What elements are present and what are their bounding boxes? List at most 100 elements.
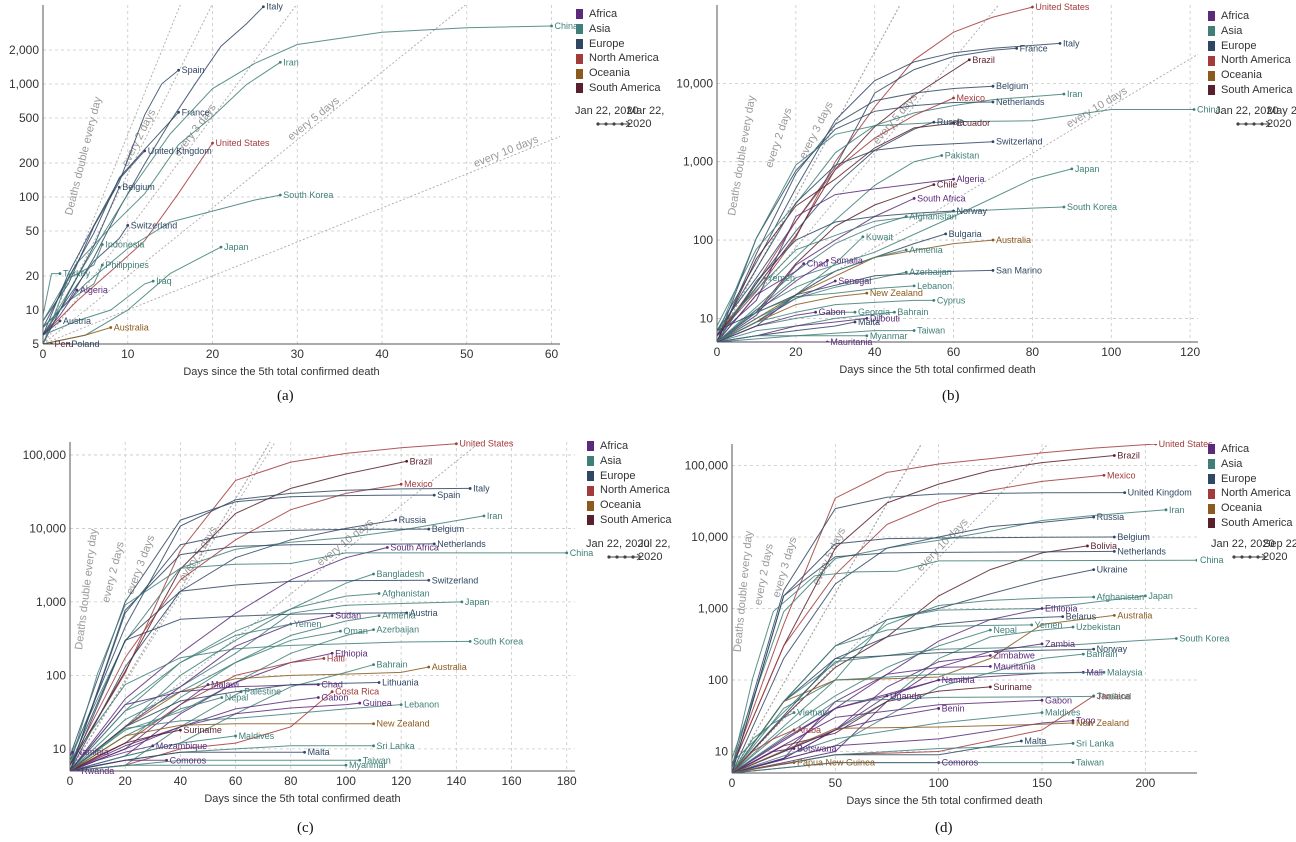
series-label: Chad <box>807 259 829 269</box>
date-end: Jul 22, 2020 <box>638 538 671 563</box>
series-line <box>717 178 954 337</box>
series-end-point <box>944 232 948 236</box>
slider-track[interactable] <box>595 119 631 129</box>
series-end-point <box>165 758 168 762</box>
series-label: Japan <box>224 242 249 252</box>
series-label: Switzerland <box>432 575 479 585</box>
series-line <box>717 85 994 342</box>
series-line <box>732 509 1167 759</box>
series-end-point <box>405 459 409 463</box>
series-end-point <box>1040 698 1044 702</box>
series-label: South Korea <box>473 636 523 646</box>
legend-swatch <box>1208 85 1215 96</box>
legend-swatch <box>576 53 583 64</box>
y-tick-label: 5 <box>32 337 39 351</box>
series-label: Jamaica <box>1097 691 1131 701</box>
series-line <box>70 528 429 771</box>
series-end-point <box>1154 444 1158 446</box>
series-label: United Kingdom <box>148 146 212 156</box>
series-line <box>70 601 462 771</box>
series-label: Netherlands <box>1117 546 1166 556</box>
series-label: Belgium <box>996 81 1029 91</box>
slider-track[interactable] <box>606 552 642 562</box>
series-label: Norway <box>1097 644 1128 654</box>
x-tick-label: 60 <box>229 774 243 788</box>
series-end-point <box>988 628 992 632</box>
legend-b: Africa Asia Europe North America Oceania… <box>1208 9 1293 98</box>
y-tick-label: 100,000 <box>23 448 67 462</box>
legend-item-africa: Africa <box>1208 9 1293 24</box>
series-end-point <box>151 279 155 283</box>
series-end-point <box>1058 41 1062 45</box>
series-line <box>717 168 1072 342</box>
legend-item-north-america: North America <box>1208 53 1293 68</box>
date-range-slider-d[interactable]: Jan 22, 2020 Sep 22, 2020 <box>1211 538 1296 578</box>
series-line <box>70 640 471 761</box>
legend-swatch <box>576 68 583 79</box>
series-end-point <box>1092 694 1096 698</box>
series-line <box>732 720 1074 773</box>
series-label: Zimbabwe <box>993 651 1035 661</box>
series-line <box>70 443 457 766</box>
series-line <box>732 748 795 773</box>
series-line <box>717 271 907 342</box>
series-label: Nepal <box>993 625 1017 635</box>
series-label: South Korea <box>1067 202 1117 212</box>
y-tick-label: 10 <box>700 311 714 325</box>
series-end-point <box>427 578 431 582</box>
series-line <box>70 745 153 771</box>
legend-swatch <box>576 9 583 20</box>
series-end-point <box>792 761 796 764</box>
series-end-point <box>219 245 223 249</box>
series-end-point <box>1040 607 1044 610</box>
slider-track[interactable] <box>1231 552 1267 562</box>
date-range-slider-b[interactable]: Jan 22, 2020 May 22, 2020 <box>1215 105 1296 145</box>
series-end-point <box>1040 711 1044 714</box>
y-tick-label: 1,000 <box>9 77 39 91</box>
series-label: Bolivia <box>1090 541 1117 551</box>
series-line <box>70 543 435 771</box>
series-end-point <box>1071 721 1075 725</box>
series-label: Spain <box>437 490 460 500</box>
doubling-guide-label: Deaths double every day <box>726 94 758 216</box>
date-range-slider-c[interactable]: Jan 22, 2020 Jul 22, 2020 <box>586 538 678 578</box>
series-label: Chad <box>321 680 343 690</box>
y-tick-label: 500 <box>19 111 39 125</box>
date-range-slider-a[interactable]: Jan 22, 2020 Mar 22, 2020 <box>575 105 667 145</box>
series-end-point <box>991 140 995 144</box>
series-end-point <box>468 487 472 490</box>
series-line <box>732 638 1177 763</box>
slider-track[interactable] <box>1235 119 1271 129</box>
series-label: Lebanon <box>404 700 439 710</box>
legend-label: Africa <box>1221 443 1250 455</box>
legend-item-oceania: Oceania <box>1208 68 1293 83</box>
series-label: Cyprus <box>937 295 966 305</box>
y-tick-label: 200 <box>19 156 39 170</box>
series-line <box>717 249 907 342</box>
series-end-point <box>377 614 381 618</box>
series-label: Yemen <box>767 273 795 283</box>
series-line <box>717 42 1061 331</box>
y-tick-label: 100 <box>19 190 39 204</box>
series-label: Taiwan <box>1076 758 1104 768</box>
series-end-point <box>76 769 80 771</box>
series-label: Uganda <box>890 691 922 701</box>
series-label: Gabon <box>819 307 846 317</box>
legend-label: Africa <box>589 8 618 20</box>
series-label: Malta <box>1024 736 1046 746</box>
series-line <box>70 723 374 771</box>
series-end-point <box>1195 558 1197 562</box>
series-end-point <box>825 259 829 262</box>
x-tick-label: 150 <box>1032 776 1052 790</box>
series-label: Mexico <box>404 479 433 489</box>
x-axis-label: Days since the 5th total confirmed death <box>839 364 1035 376</box>
series-end-point <box>865 291 869 295</box>
x-tick-label: 20 <box>789 345 803 359</box>
series-end-point <box>565 551 569 555</box>
series-label: Afghanistan <box>382 589 430 599</box>
legend-swatch <box>1208 459 1215 470</box>
series-label: United States <box>216 138 271 148</box>
series-label: Italy <box>1063 38 1080 48</box>
series-line <box>717 141 994 337</box>
